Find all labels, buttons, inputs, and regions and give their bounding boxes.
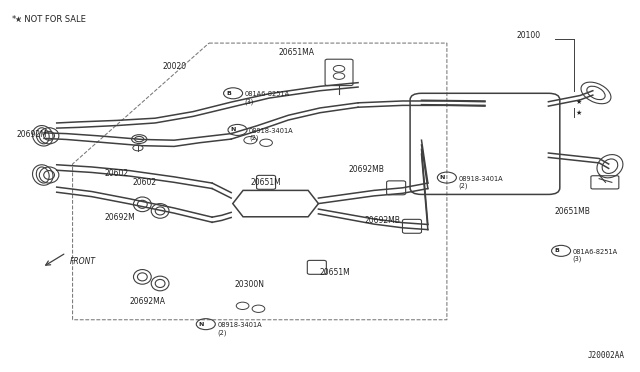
Text: 08918-3401A
(2): 08918-3401A (2)	[249, 128, 294, 141]
Text: 20692MA: 20692MA	[130, 297, 166, 306]
Text: 20692M: 20692M	[104, 213, 135, 222]
Text: 08918-3401A
(2): 08918-3401A (2)	[458, 176, 503, 189]
Text: 20692MB: 20692MB	[349, 165, 385, 174]
Text: 20692MB: 20692MB	[364, 216, 400, 225]
Text: 20651MB: 20651MB	[555, 207, 591, 216]
Text: N: N	[440, 175, 445, 180]
Text: ★: ★	[576, 110, 582, 116]
Text: N: N	[198, 322, 204, 327]
Text: 20651M: 20651M	[320, 267, 351, 277]
Text: 20100: 20100	[516, 31, 541, 40]
Text: ★: ★	[576, 99, 582, 105]
Text: B: B	[554, 248, 559, 253]
Text: 20602: 20602	[133, 178, 157, 187]
Text: ★: ★	[14, 15, 21, 23]
Text: 081A6-8251A
(3): 081A6-8251A (3)	[573, 249, 618, 262]
Text: 08918-3401A
(2): 08918-3401A (2)	[217, 322, 262, 336]
Text: 20651M: 20651M	[250, 178, 281, 187]
Text: 20300N: 20300N	[234, 280, 264, 289]
Text: * : NOT FOR SALE: * : NOT FOR SALE	[12, 15, 86, 23]
Text: B: B	[226, 91, 231, 96]
Text: N: N	[230, 128, 236, 132]
Text: 20651MA: 20651MA	[279, 48, 315, 57]
Text: 20020: 20020	[162, 62, 186, 71]
Text: 20602: 20602	[104, 169, 129, 178]
Text: FRONT: FRONT	[69, 257, 95, 266]
Text: 081A6-8251A
(3): 081A6-8251A (3)	[244, 91, 290, 105]
Text: J20002AA: J20002AA	[588, 351, 625, 360]
Text: 20692M: 20692M	[17, 130, 47, 139]
